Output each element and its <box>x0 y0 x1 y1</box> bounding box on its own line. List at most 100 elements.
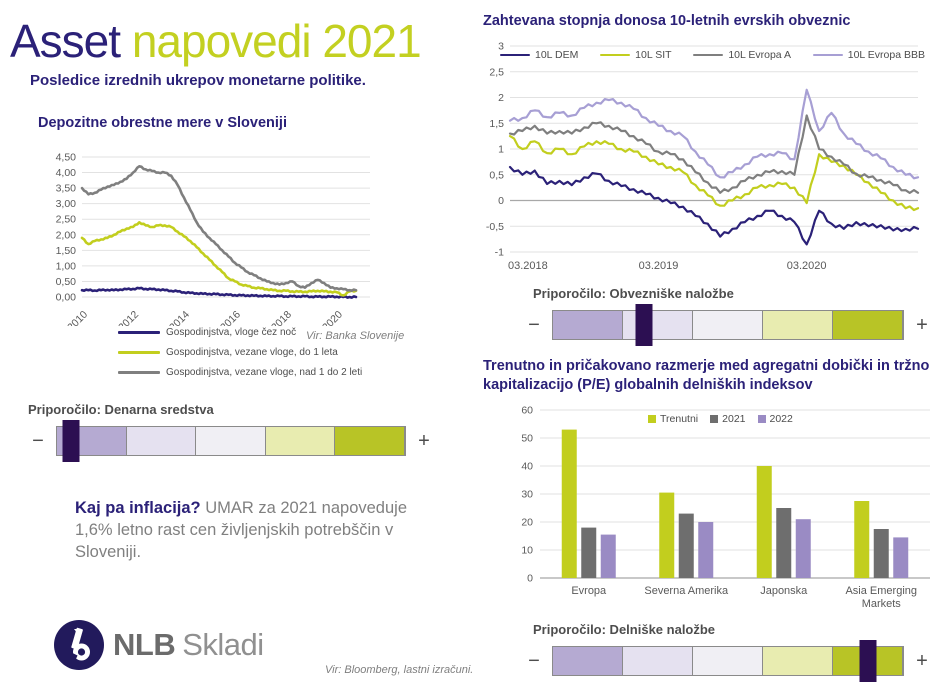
slider-cash-minus: − <box>32 429 44 452</box>
bar-2021 <box>581 527 597 578</box>
bar-2021 <box>873 529 889 578</box>
nlb-logo-skladi: Skladi <box>182 627 264 662</box>
legend-swatch-line <box>693 53 724 57</box>
deposit-chart-title: Depozitne obrestne mere v Sloveniji <box>38 115 287 131</box>
x-tick-label: 2016 <box>218 309 243 326</box>
page-title-primary: Asset <box>10 15 121 67</box>
legend-item: 10L Evropa BBB <box>812 49 925 61</box>
bar-2022 <box>698 522 714 578</box>
legend-label: 2022 <box>769 413 793 425</box>
slider-bonds-label: Priporočilo: Obvezniške naložbe <box>533 286 734 301</box>
y-tick-label: 1,00 <box>56 260 77 272</box>
y-tick-label: 40 <box>521 461 533 473</box>
deposit-chart: 4,50 4,00 3,50 3,00 2,50 2,00 1,50 1,00 0,50 0,00… <box>56 152 370 326</box>
slider-bonds: − + <box>524 304 932 346</box>
slider-equity: − + <box>524 640 932 682</box>
page-subtitle: Posledice izrednih ukrepov monetarne pol… <box>30 72 366 89</box>
legend-label: 10L Evropa A <box>728 49 791 61</box>
slider-marker <box>859 640 877 682</box>
y-tick-label: 3,50 <box>56 183 77 195</box>
nlb-skladi-logo: NLB Skladi <box>54 620 264 670</box>
y-tick-label: 1,5 <box>489 118 504 130</box>
legend-swatch-line <box>118 331 160 334</box>
legend-swatch-line <box>500 53 530 57</box>
y-tick-label: -1 <box>495 247 504 259</box>
slider-marker <box>635 304 653 346</box>
bar-2022 <box>795 519 811 578</box>
legend-swatch-line <box>118 371 160 374</box>
y-tick-label: 2,50 <box>56 214 77 226</box>
slider-cash: − + <box>28 420 434 462</box>
y-tick-label: 3 <box>498 41 504 53</box>
x-tick-label: 03.2019 <box>639 260 679 272</box>
slider-bonds-track <box>552 304 904 346</box>
slider-equity-minus: − <box>528 649 540 672</box>
slider-segment <box>196 427 266 455</box>
slider-segment <box>623 311 693 339</box>
slider-cash-track <box>56 420 406 462</box>
slider-segment <box>763 647 833 675</box>
x-category-label: Japonska <box>760 585 808 597</box>
slider-segment <box>265 427 336 455</box>
deposit-chart-source: Vir: Banka Slovenije <box>306 330 405 342</box>
slider-segment <box>693 311 763 339</box>
x-category-label: Asia Emerging <box>845 585 917 597</box>
slider-equity-track <box>552 640 904 682</box>
x-category-label: Severna Amerika <box>644 585 729 597</box>
pe-chart-legend: Trenutni 2021 2022 <box>648 413 793 425</box>
x-tick-label: 2020 <box>320 309 345 326</box>
slider-segment <box>335 427 405 455</box>
y-tick-label: 2 <box>498 92 504 104</box>
slider-segment <box>553 311 623 339</box>
nlb-logo-text: NLB Skladi <box>113 627 264 663</box>
bar-2022 <box>600 534 616 578</box>
y-tick-label: 1 <box>498 144 504 156</box>
x-tick-label: 03.2018 <box>508 260 548 272</box>
bar-Trenutni <box>854 501 870 578</box>
pe-chart: 60 50 40 30 20 10 0 Evropa Severna Amerika Japons… <box>521 405 930 610</box>
slider-bonds-plus: + <box>916 313 928 336</box>
series-line-0 <box>80 286 358 299</box>
slider-equity-plus: + <box>916 649 928 672</box>
pe-chart-title: Trenutno in pričakovano razmerje med agr… <box>483 358 930 393</box>
x-tick-label: 03.2020 <box>787 260 827 272</box>
slider-segment <box>623 647 693 675</box>
slider-equity-label: Priporočilo: Delniške naložbe <box>533 622 716 637</box>
bar-2022 <box>893 537 909 578</box>
legend-label: 10L SIT <box>635 49 672 61</box>
y-tick-label: 20 <box>521 517 533 529</box>
legend-label: Trenutni <box>660 413 699 425</box>
inflation-note-lead: Kaj pa inflacija? <box>75 499 201 517</box>
bar-Trenutni <box>756 466 772 578</box>
legend-item: 10L SIT <box>600 49 672 61</box>
series-line-0 <box>508 165 920 246</box>
slider-segment <box>763 311 833 339</box>
slider-bonds-minus: − <box>528 313 540 336</box>
x-tick-label: 2010 <box>65 309 90 326</box>
y-tick-label: 0 <box>498 195 504 207</box>
x-tick-label: 2012 <box>116 309 141 326</box>
legend-item: 2021 <box>710 413 746 425</box>
legend-label: Gospodinjstva, vloge čez noč <box>166 327 297 338</box>
legend-swatch-square <box>757 415 766 423</box>
y-tick-label: 60 <box>521 405 533 417</box>
legend-swatch-line <box>812 53 843 57</box>
series-line-2 <box>508 114 920 194</box>
inflation-note: Kaj pa inflacija? UMAR za 2021 napoveduj… <box>75 498 427 563</box>
x-category-label: Markets <box>862 598 902 610</box>
legend-label: Gospodinjstva, vezane vloge, do 1 leta <box>166 347 338 358</box>
legend-label: 10L DEM <box>535 49 579 61</box>
series-line-3 <box>508 88 920 180</box>
legend-label: 2021 <box>722 413 746 425</box>
legend-item: Gospodinjstva, vezane vloge, do 1 leta <box>118 347 362 358</box>
y-tick-label: 2,00 <box>56 229 77 241</box>
x-tick-label: 2014 <box>167 309 192 326</box>
bottom-source: Vir: Bloomberg, lastni izračuni. <box>325 664 474 676</box>
bonds-chart: 3 2,5 2 1,5 1 0,5 0 -0,5 -1 03.2018 03.2019 03.2020 <box>486 41 920 272</box>
bar-Trenutni <box>659 492 675 578</box>
legend-swatch-line <box>118 351 160 354</box>
nlb-logo-nlb: NLB <box>113 627 176 662</box>
legend-item: Trenutni <box>648 413 698 425</box>
legend-item: Gospodinjstva, vezane vloge, nad 1 do 2 … <box>118 367 362 378</box>
legend-item: 2022 <box>757 413 793 425</box>
